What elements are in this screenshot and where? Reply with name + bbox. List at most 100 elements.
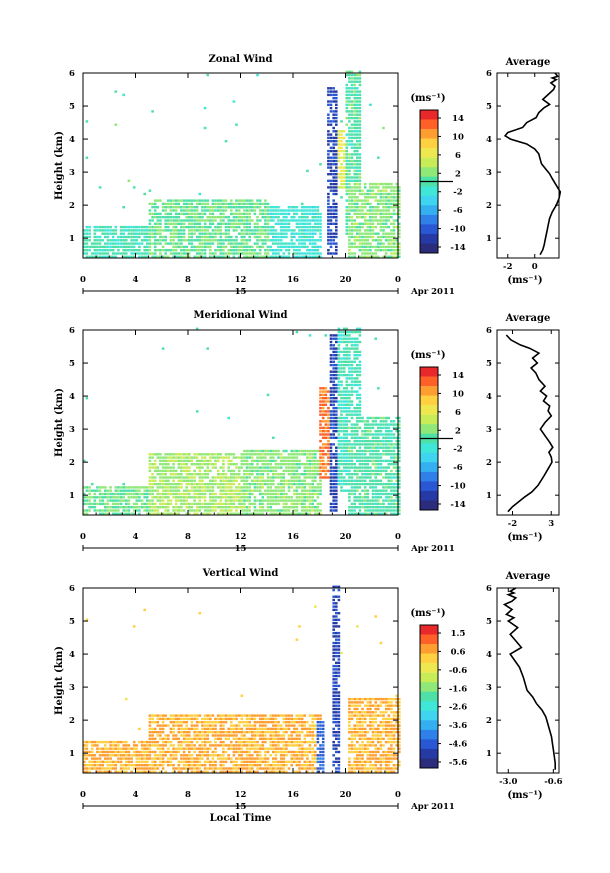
heatmap-cell bbox=[219, 235, 223, 239]
heatmap-cell bbox=[277, 209, 280, 212]
heatmap-cell bbox=[117, 242, 120, 245]
heatmap-cell bbox=[193, 222, 196, 225]
heatmap-cell bbox=[298, 499, 301, 502]
heatmap-cell bbox=[335, 229, 338, 232]
heatmap-cell bbox=[350, 232, 354, 235]
heatmap-cell bbox=[342, 373, 346, 377]
heatmap-cell bbox=[122, 206, 125, 209]
heatmap-cell bbox=[384, 476, 388, 479]
heatmap-cell bbox=[185, 476, 188, 479]
heatmap-cell bbox=[295, 209, 299, 212]
heatmap-cell bbox=[98, 750, 102, 754]
heatmap-cell bbox=[240, 466, 244, 469]
heatmap-cell bbox=[335, 413, 338, 416]
heatmap-cell bbox=[348, 400, 351, 403]
heatmap-cell bbox=[122, 754, 125, 757]
heatmap-cell bbox=[324, 436, 328, 439]
heatmap-cell bbox=[348, 466, 351, 469]
heatmap-cell bbox=[379, 416, 383, 420]
heatmap-cell bbox=[377, 439, 380, 443]
heatmap-cell bbox=[211, 489, 215, 492]
heatmap-cell bbox=[356, 106, 359, 110]
heatmap-cell bbox=[182, 721, 186, 724]
heatmap-cell bbox=[345, 463, 349, 466]
heatmap-cell bbox=[125, 245, 128, 249]
heatmap-cell bbox=[101, 502, 104, 506]
heatmap-cell bbox=[345, 443, 349, 446]
heatmap-cell bbox=[366, 222, 370, 225]
heatmap-cell bbox=[193, 453, 196, 456]
heatmap-cell bbox=[125, 697, 128, 701]
heatmap-cell bbox=[379, 199, 383, 202]
heatmap-cell bbox=[311, 459, 314, 463]
heatmap-cell bbox=[237, 245, 241, 249]
heatmap-cell bbox=[161, 466, 165, 469]
heatmap-cell bbox=[358, 83, 362, 87]
heatmap-cell bbox=[209, 459, 212, 463]
heatmap-cell bbox=[290, 463, 293, 466]
heatmap-cell bbox=[156, 242, 160, 245]
heatmap-cell bbox=[88, 750, 91, 754]
heatmap-cell bbox=[180, 760, 183, 764]
heatmap-cell bbox=[203, 496, 207, 499]
heatmap-cell bbox=[332, 216, 335, 219]
heatmap-cell bbox=[356, 370, 359, 373]
heatmap-cell bbox=[384, 416, 388, 420]
heatmap-cell bbox=[353, 367, 356, 370]
heatmap-cell bbox=[306, 509, 309, 512]
heatmap-cell bbox=[387, 459, 391, 463]
heatmap-cell bbox=[125, 506, 128, 509]
heatmap-cell bbox=[182, 466, 186, 469]
heatmap-cell bbox=[350, 146, 354, 149]
heatmap-cell bbox=[159, 757, 162, 760]
heatmap-cell bbox=[195, 219, 199, 222]
heatmap-cell bbox=[264, 249, 267, 252]
heatmap-cell bbox=[340, 149, 343, 153]
heatmap-cell bbox=[109, 229, 112, 232]
heatmap-cell bbox=[180, 212, 183, 216]
heatmap-cell bbox=[398, 502, 401, 506]
heatmap-cell bbox=[382, 206, 385, 209]
heatmap-cell bbox=[148, 764, 152, 767]
heatmap-cell bbox=[148, 727, 152, 731]
heatmap-cell bbox=[232, 255, 236, 258]
heatmap-cell bbox=[314, 479, 317, 482]
heatmap-cell bbox=[240, 499, 244, 502]
heatmap-cell bbox=[387, 196, 391, 199]
heatmap-cell bbox=[369, 416, 372, 420]
heatmap-cell bbox=[345, 70, 349, 73]
heatmap-cell bbox=[224, 232, 228, 235]
heatmap-cell bbox=[227, 492, 230, 496]
heatmap-cell bbox=[177, 479, 181, 482]
heatmap-cell bbox=[374, 232, 377, 235]
heatmap-cell bbox=[190, 489, 194, 492]
heatmap-cell bbox=[153, 242, 157, 245]
heatmap-cell bbox=[329, 186, 333, 189]
heatmap-cell bbox=[329, 209, 333, 212]
heatmap-cell bbox=[167, 717, 170, 721]
heatmap-cell bbox=[248, 255, 251, 258]
heatmap-cell bbox=[256, 73, 259, 77]
heatmap-cell bbox=[256, 482, 259, 486]
heatmap-cell bbox=[174, 750, 178, 754]
heatmap-cell bbox=[398, 416, 401, 420]
heatmap-cell bbox=[374, 486, 377, 489]
heatmap-cell bbox=[180, 486, 183, 489]
heatmap-cell bbox=[353, 90, 356, 93]
heatmap-cell bbox=[332, 350, 335, 354]
heatmap-cell bbox=[193, 255, 196, 258]
heatmap-cell bbox=[295, 206, 299, 209]
heatmap-cell bbox=[398, 242, 401, 245]
heatmap-cell bbox=[224, 456, 228, 459]
heatmap-cell bbox=[174, 456, 178, 459]
heatmap-cell bbox=[382, 509, 385, 512]
heatmap-cell bbox=[243, 255, 246, 258]
heatmap-cell bbox=[311, 509, 314, 512]
heatmap-cell bbox=[148, 489, 152, 492]
heatmap-cell bbox=[253, 212, 257, 216]
heatmap-cell bbox=[295, 252, 299, 255]
heatmap-cell bbox=[316, 492, 320, 496]
heatmap-cell bbox=[374, 196, 377, 199]
heatmap-cell bbox=[348, 340, 351, 344]
heatmap-cell bbox=[340, 456, 343, 459]
